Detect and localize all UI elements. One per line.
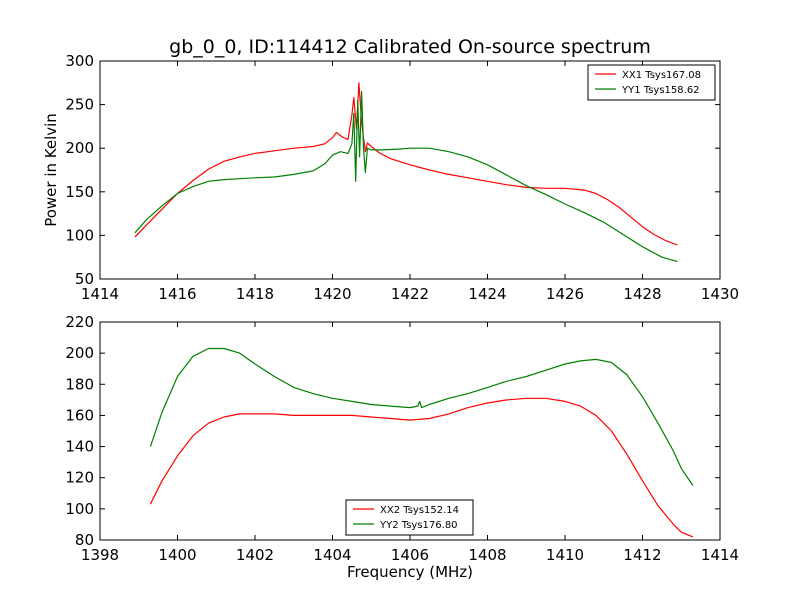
series-line-2-1	[149, 397, 694, 538]
x-tick-label: 1410	[546, 546, 584, 564]
x-axis-label: Frequency (MHz)	[347, 563, 473, 581]
y-axis-label: Power in Kelvin	[42, 113, 60, 227]
x-tick-label: 1424	[468, 285, 506, 303]
y-tick-label: 200	[65, 344, 94, 362]
x-tick-label: 1414	[81, 285, 119, 303]
chart-2: 1398 1400 1402 1404 1406 1408 1410 1412 1414 80 10…	[65, 313, 739, 581]
legend-box	[345, 499, 474, 536]
x-tick-label: 1428	[623, 285, 661, 303]
series-line-2-2	[149, 347, 694, 486]
legend-1: XX1 Tsys167.08 YY1 Tsys158.62	[587, 64, 716, 101]
x-tick-label: 1404	[313, 546, 351, 564]
y-tick-label: 160	[65, 406, 94, 424]
y-tick-label: 140	[65, 438, 94, 456]
x-tick-label: 1430	[701, 285, 739, 303]
x-tick-label: 1406	[391, 546, 429, 564]
y-tick-label: 50	[75, 270, 94, 288]
x-tick-label: 1416	[158, 285, 196, 303]
y-tick-label: 100	[65, 226, 94, 244]
x-tick-label: 1426	[546, 285, 584, 303]
figure-title: gb_0_0, ID:114412 Calibrated On-source s…	[169, 36, 651, 58]
legend-label: YY2 Tsys176.80	[379, 520, 458, 531]
x-tick-label: 1414	[701, 546, 739, 564]
y-tick-label: 180	[65, 375, 94, 393]
series-line-1-1	[134, 82, 678, 246]
x-tick-label: 1418	[236, 285, 274, 303]
x-tick-label: 1420	[313, 285, 351, 303]
y-tick-label: 150	[65, 183, 94, 201]
x-tick-label: 1408	[468, 546, 506, 564]
chart-1: 1414 1416 1418 1420 1422 1424 1426 1428 1430 50 10…	[42, 52, 739, 303]
x-tick-label: 1412	[623, 546, 661, 564]
y-tick-label: 120	[65, 469, 94, 487]
x-tick-label: 1402	[236, 546, 274, 564]
y-tick-label: 250	[65, 96, 94, 114]
x-tick-label: 1398	[81, 546, 119, 564]
legend-label: XX2 Tsys152.14	[380, 505, 459, 516]
series-line-1-2	[134, 90, 678, 263]
legend-2: XX2 Tsys152.14 YY2 Tsys176.80	[345, 499, 474, 536]
legend-label: XX1 Tsys167.08	[622, 70, 701, 81]
legend-label: YY1 Tsys158.62	[621, 85, 700, 96]
x-tick-label: 1422	[391, 285, 429, 303]
y-tick-label: 200	[65, 139, 94, 157]
y-tick-label: 220	[65, 313, 94, 331]
x-tick-label: 1400	[158, 546, 196, 564]
y-tick-label: 80	[75, 531, 94, 549]
y-tick-label: 300	[65, 52, 94, 70]
legend-box	[587, 64, 716, 101]
y-tick-label: 100	[65, 500, 94, 518]
